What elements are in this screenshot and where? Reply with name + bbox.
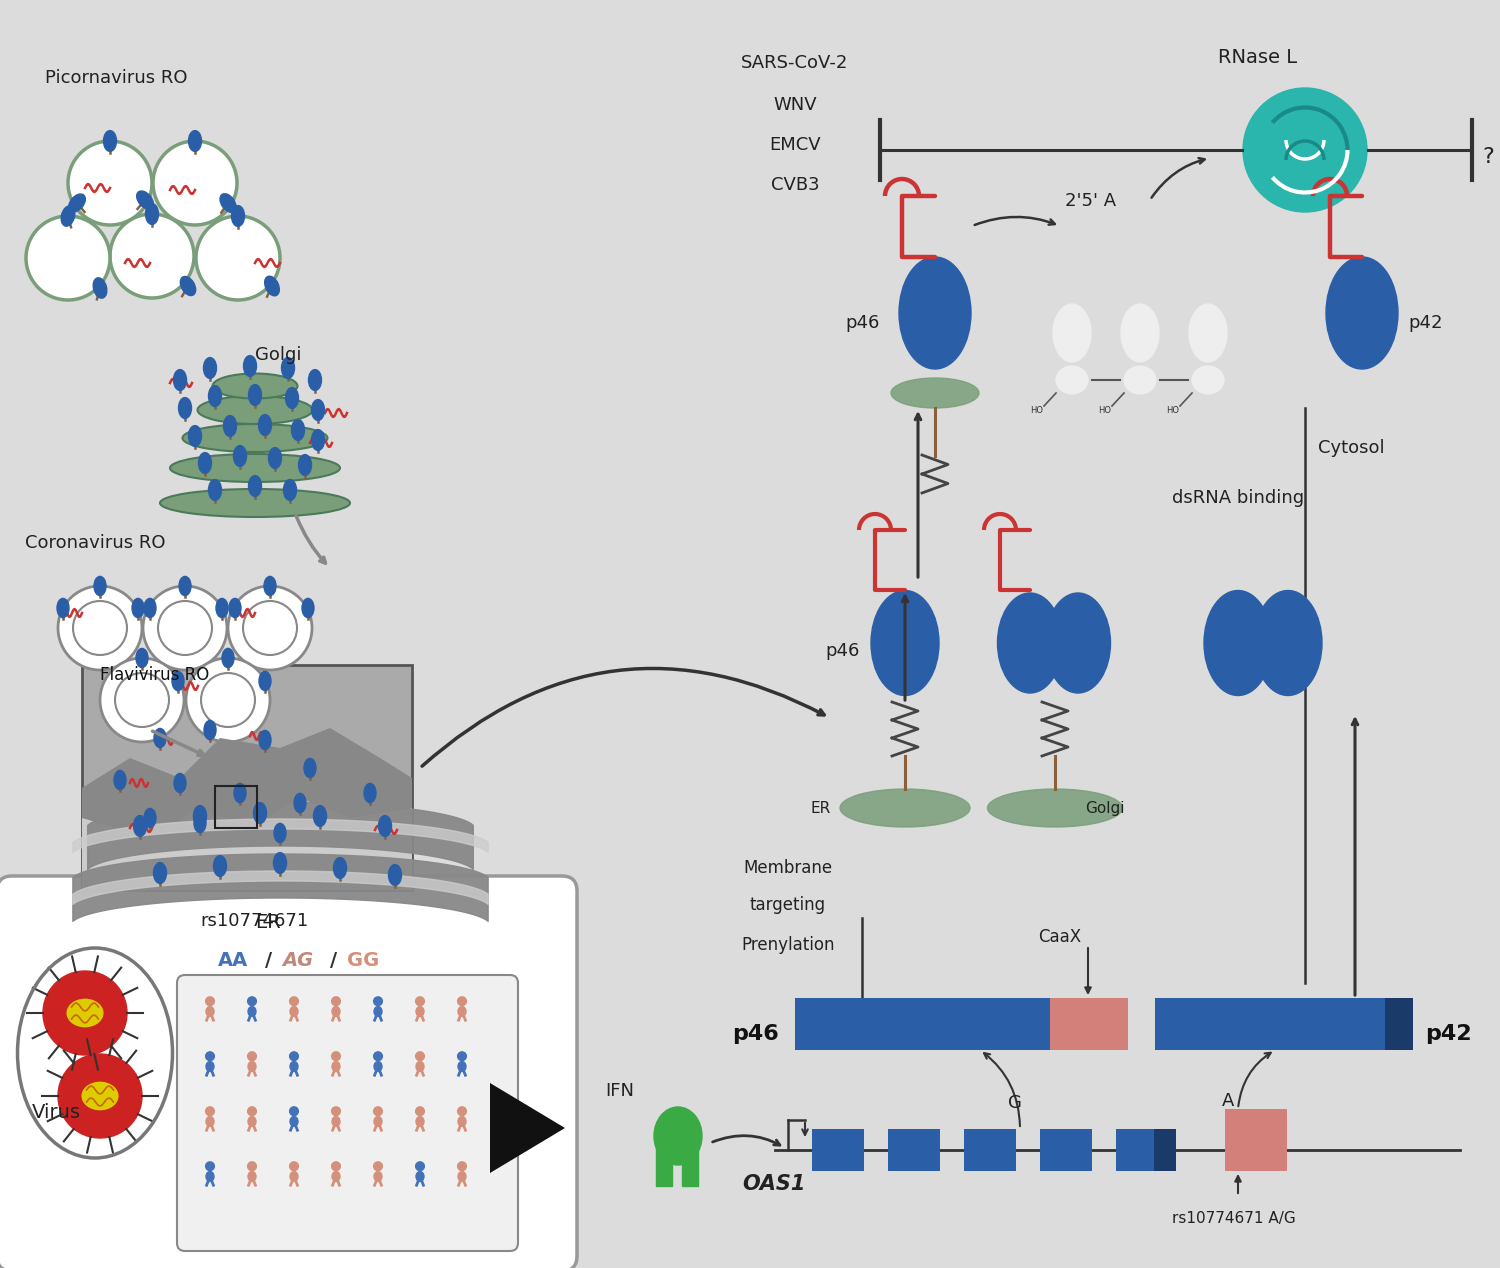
Text: p46: p46 [732, 1025, 778, 1044]
Ellipse shape [416, 1007, 424, 1017]
Ellipse shape [62, 205, 75, 226]
Ellipse shape [264, 577, 276, 596]
Ellipse shape [416, 1172, 424, 1182]
Ellipse shape [231, 205, 244, 227]
Text: ER: ER [810, 801, 831, 817]
Ellipse shape [93, 278, 106, 298]
Bar [888, 1129, 940, 1172]
Ellipse shape [1326, 257, 1398, 369]
Text: HO: HO [1098, 406, 1112, 415]
Circle shape [206, 997, 214, 1006]
Circle shape [248, 1161, 256, 1170]
Polygon shape [82, 798, 413, 890]
Circle shape [201, 673, 255, 727]
Text: Membrane: Membrane [744, 858, 833, 877]
Ellipse shape [234, 784, 246, 803]
Bar [656, 1134, 672, 1186]
Ellipse shape [248, 1061, 256, 1071]
Circle shape [74, 601, 128, 656]
Ellipse shape [290, 1172, 298, 1182]
Text: p46: p46 [825, 642, 860, 661]
Polygon shape [490, 1083, 566, 1173]
Text: RNase L: RNase L [1218, 48, 1298, 67]
Circle shape [290, 1052, 298, 1060]
Ellipse shape [282, 358, 294, 378]
Ellipse shape [206, 1117, 214, 1126]
Text: HO: HO [1030, 406, 1042, 415]
Circle shape [100, 658, 184, 742]
Ellipse shape [213, 856, 226, 876]
Circle shape [158, 601, 212, 656]
Ellipse shape [268, 448, 282, 468]
Ellipse shape [374, 1172, 382, 1182]
Ellipse shape [248, 1117, 256, 1126]
Ellipse shape [302, 598, 313, 618]
Circle shape [416, 1161, 424, 1170]
Ellipse shape [364, 784, 376, 803]
Ellipse shape [1056, 366, 1088, 394]
Ellipse shape [136, 191, 153, 209]
Ellipse shape [224, 416, 237, 436]
Ellipse shape [248, 1007, 256, 1017]
Circle shape [458, 1107, 466, 1116]
Text: CaaX: CaaX [1038, 928, 1082, 946]
Text: Coronavirus RO: Coronavirus RO [26, 534, 165, 552]
Ellipse shape [309, 369, 321, 391]
Ellipse shape [178, 398, 192, 418]
Ellipse shape [220, 194, 236, 212]
Ellipse shape [104, 131, 117, 151]
Circle shape [416, 1107, 424, 1116]
Ellipse shape [374, 1117, 382, 1126]
Text: SARS-CoV-2: SARS-CoV-2 [741, 55, 849, 72]
Circle shape [44, 971, 128, 1055]
Ellipse shape [144, 598, 156, 618]
Circle shape [243, 601, 297, 656]
Ellipse shape [654, 1107, 702, 1165]
Bar [1154, 1129, 1176, 1172]
Ellipse shape [378, 815, 392, 837]
Ellipse shape [146, 204, 159, 224]
Text: EMCV: EMCV [770, 136, 820, 153]
Circle shape [58, 586, 142, 670]
Ellipse shape [194, 813, 206, 833]
Circle shape [116, 673, 170, 727]
Ellipse shape [209, 385, 222, 407]
Ellipse shape [333, 857, 346, 879]
Circle shape [68, 141, 152, 224]
Text: dsRNA binding: dsRNA binding [1172, 489, 1304, 507]
Ellipse shape [249, 476, 261, 496]
Circle shape [332, 1052, 340, 1060]
Ellipse shape [285, 388, 298, 408]
Ellipse shape [189, 131, 201, 151]
Circle shape [153, 141, 237, 224]
Ellipse shape [198, 453, 211, 473]
Ellipse shape [294, 794, 306, 813]
Ellipse shape [206, 1172, 214, 1182]
Ellipse shape [206, 1007, 214, 1017]
Circle shape [26, 216, 109, 301]
Ellipse shape [388, 865, 402, 885]
Circle shape [206, 1052, 214, 1060]
Ellipse shape [132, 598, 144, 618]
Ellipse shape [284, 479, 297, 501]
Text: Cytosol: Cytosol [1318, 439, 1384, 456]
Text: A: A [1222, 1092, 1234, 1110]
Ellipse shape [998, 593, 1062, 694]
Text: p46: p46 [844, 314, 879, 332]
Ellipse shape [1124, 366, 1156, 394]
Ellipse shape [840, 789, 970, 827]
FancyBboxPatch shape [177, 975, 518, 1252]
Ellipse shape [154, 728, 166, 748]
Text: AA: AA [217, 951, 249, 970]
Circle shape [416, 997, 424, 1006]
Ellipse shape [114, 771, 126, 790]
Ellipse shape [274, 823, 286, 843]
Ellipse shape [94, 577, 106, 596]
Text: HO: HO [1166, 406, 1179, 415]
Ellipse shape [312, 399, 324, 421]
Ellipse shape [136, 648, 148, 667]
Circle shape [248, 1052, 256, 1060]
Ellipse shape [374, 1061, 382, 1071]
Circle shape [458, 1161, 466, 1170]
